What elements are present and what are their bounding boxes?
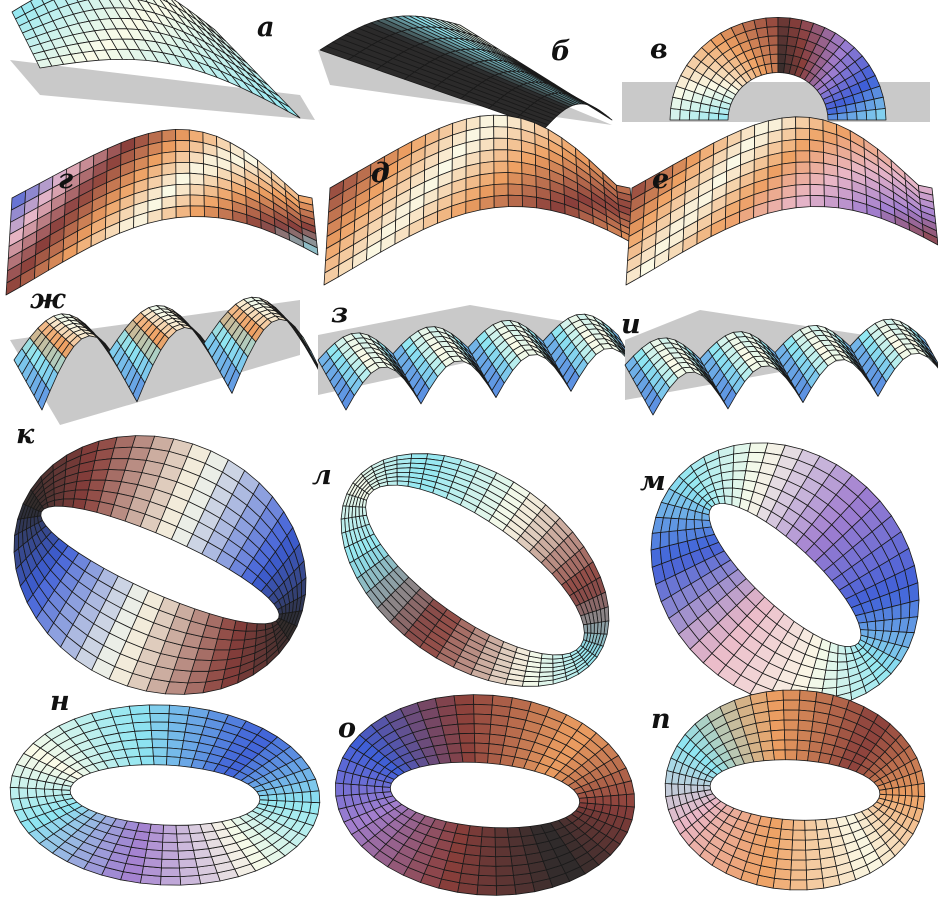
plane-a <box>10 60 315 120</box>
surface-m <box>650 442 920 708</box>
surface-n <box>9 704 321 886</box>
surface-a <box>11 0 301 119</box>
panel-label-d: д <box>371 158 390 189</box>
surface-e <box>625 116 938 286</box>
surface-l <box>340 453 610 687</box>
surface-g <box>5 128 319 296</box>
panel-label-p: п <box>651 704 671 735</box>
panel-label-b: б <box>551 36 571 67</box>
panel-label-i: и <box>621 309 641 340</box>
panel-label-e: е <box>652 164 670 195</box>
surface-k <box>13 435 307 695</box>
surface-o <box>335 694 635 896</box>
panel-label-z: з <box>331 298 349 329</box>
panel-label-m: м <box>640 466 666 497</box>
panel-label-a: а <box>257 12 275 43</box>
surface-zh <box>13 296 328 411</box>
surface-z <box>317 313 647 411</box>
surface-p <box>664 689 926 891</box>
panel-label-v: в <box>650 34 668 65</box>
panel-label-l: л <box>312 460 332 491</box>
panel-label-zh: ж <box>30 284 66 315</box>
panel-label-k: к <box>16 419 35 450</box>
surface-v <box>669 16 887 121</box>
surface-b <box>319 15 613 129</box>
panel-label-o: о <box>338 713 357 744</box>
panel-label-n: н <box>50 686 70 717</box>
surface-d <box>323 114 637 286</box>
panel-label-g: г <box>58 164 74 195</box>
surface-i <box>624 318 938 416</box>
